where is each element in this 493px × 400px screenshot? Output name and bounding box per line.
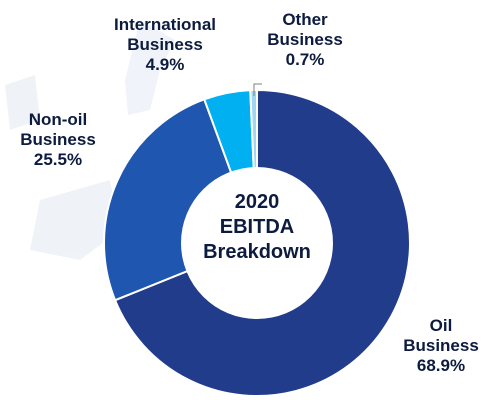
slice-label-non-oil-line-2: Business xyxy=(20,130,96,149)
leader-line-other xyxy=(253,83,262,96)
center-label-line-1: 2020 xyxy=(234,191,280,213)
slice-label-other-line-2: Business xyxy=(267,30,343,49)
slice-label-non-oil: Non-oil Business 25.5% xyxy=(8,110,108,170)
slice-label-oil-line-1: Oil xyxy=(429,316,453,335)
map-watermark xyxy=(5,20,175,260)
center-label-line-2: EBITDA xyxy=(219,216,295,238)
donut-hole xyxy=(181,167,333,319)
slice-label-other-percent: 0.7% xyxy=(285,50,325,69)
slice-label-other-line-1: Other xyxy=(282,10,328,29)
center-label: 2020 EBITDA Breakdown xyxy=(190,190,324,265)
slice-label-international-line-1: International xyxy=(113,15,216,34)
slice-label-non-oil-percent: 25.5% xyxy=(33,150,83,169)
center-label-line-3: Breakdown xyxy=(203,241,311,263)
slice-label-international: International Business 4.9% xyxy=(100,15,230,75)
slice-label-international-line-2: Business xyxy=(127,35,203,54)
slice-label-oil-line-2: Business xyxy=(403,336,479,355)
slice-label-international-percent: 4.9% xyxy=(145,55,185,74)
slice-label-oil-percent: 68.9% xyxy=(416,356,466,375)
slice-label-non-oil-line-1: Non-oil xyxy=(28,110,88,129)
slice-label-oil: Oil Business 68.9% xyxy=(396,316,486,376)
slice-label-other: Other Business 0.7% xyxy=(250,10,360,70)
